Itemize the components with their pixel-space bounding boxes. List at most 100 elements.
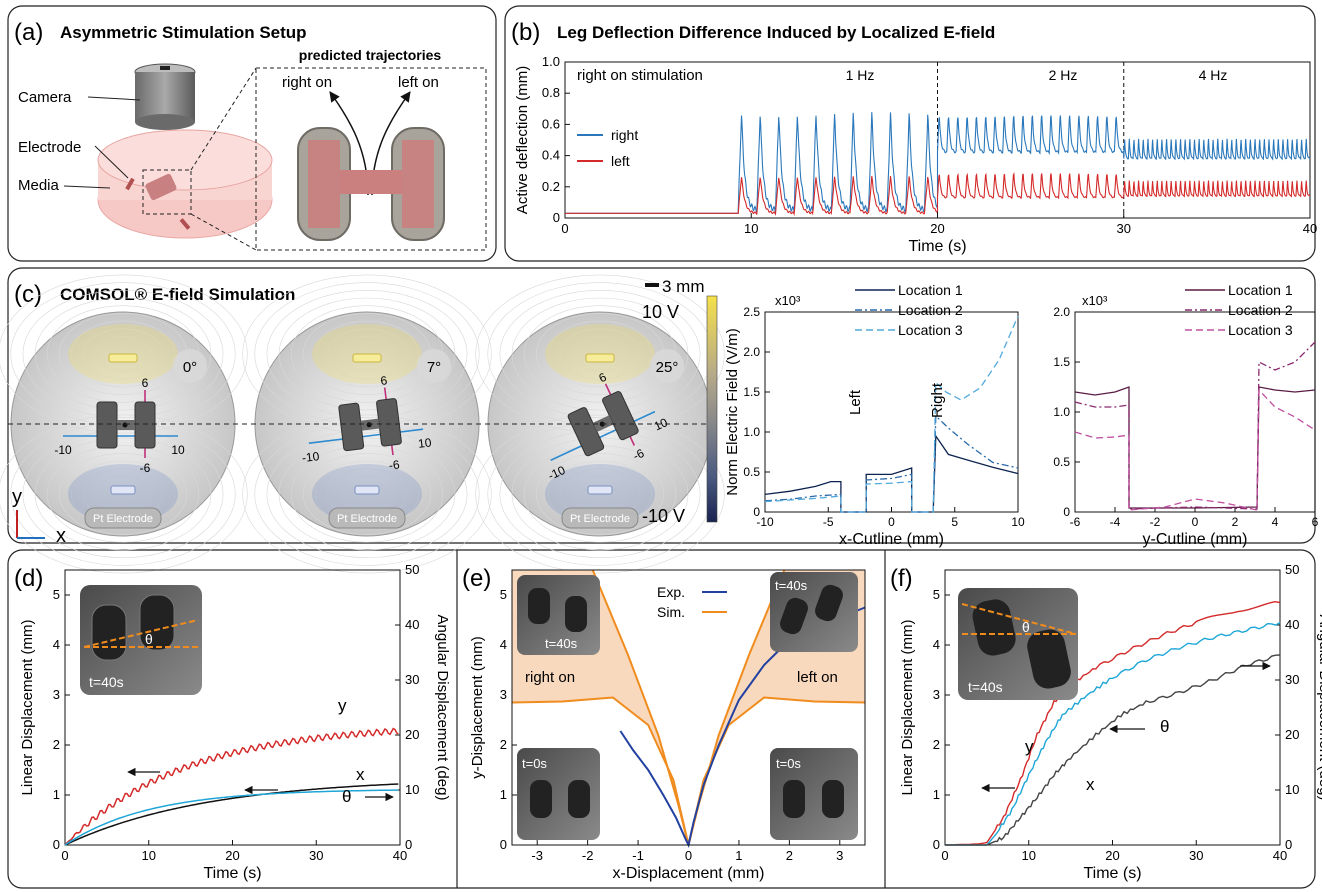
inset-f-theta: θ xyxy=(1022,619,1030,635)
f-xtick-label: 0 xyxy=(941,848,948,863)
c1-ytick-label: 2.5 xyxy=(743,305,760,319)
panel-c: (c) COMSOL® E-field Simulation Pt Electr… xyxy=(0,274,1319,574)
c2-xtick-label: -6 xyxy=(1070,515,1081,529)
panel-d-letter: (d) xyxy=(14,565,43,592)
e-xtick-label: -2 xyxy=(582,848,594,863)
d-curve-label-theta: θ xyxy=(342,787,351,806)
f-y2tick-label: 30 xyxy=(1285,672,1299,687)
zoom-box xyxy=(255,67,487,251)
cutline-pos-tick: 10 xyxy=(171,443,185,457)
angle-label: 7° xyxy=(427,359,441,376)
d-y2tick-label: 20 xyxy=(405,727,419,742)
freq-label-2hz: 2 Hz xyxy=(1049,67,1078,83)
inset-e-topleft-time: t=40s xyxy=(545,636,578,651)
b-ytick-label: 0 xyxy=(553,210,560,225)
c1-xtick-label: -10 xyxy=(756,515,774,529)
d-y2tick-label: 40 xyxy=(405,617,419,632)
f-xtick-label: 10 xyxy=(1022,848,1036,863)
c1-xlabel: x-Cutline (mm) xyxy=(839,531,944,548)
e-ytick-label: 4 xyxy=(500,637,507,652)
e-ylabel: y-Displacement (mm) xyxy=(469,636,486,779)
b-xtick-label: 30 xyxy=(1117,221,1131,236)
chart-b-legend-left: left xyxy=(611,153,630,169)
chart-c2-series-Location-3 xyxy=(1074,388,1316,511)
b-ytick-label: 0.8 xyxy=(542,85,560,100)
b-ytick-label: 1.0 xyxy=(542,54,560,69)
chart-c1-legend-label: Location 3 xyxy=(898,322,963,338)
c2-ytick-label: 2.0 xyxy=(1053,305,1070,319)
field-line xyxy=(278,297,456,411)
top-electrode xyxy=(585,353,615,363)
panel-b: (b) Leg Deflection Difference Induced by… xyxy=(511,19,1317,255)
electrode-label: Pt Electrode xyxy=(93,513,153,525)
e-xtick-label: 3 xyxy=(836,848,843,863)
scale-bar-label: 3 mm xyxy=(662,277,705,296)
c2-xtick-label: 6 xyxy=(1312,515,1319,529)
c1-left-label: Left xyxy=(847,389,864,415)
chart-f-series-θ xyxy=(945,621,1281,846)
b-ytick-label: 0.6 xyxy=(542,116,560,131)
c1-ytick-label: 2.0 xyxy=(743,345,760,359)
chart-b-series-left xyxy=(565,171,1311,217)
d-xtick-label: 0 xyxy=(61,848,68,863)
d-xtick-label: 30 xyxy=(309,848,323,863)
freq-label-1hz: 1 Hz xyxy=(846,67,875,83)
d-ytick-label: 3 xyxy=(53,687,60,702)
e-ytick-label: 1 xyxy=(500,787,507,802)
field-line xyxy=(22,289,224,418)
d-ytick-label: 1 xyxy=(53,787,60,802)
panel-a-title: Asymmetric Stimulation Setup xyxy=(60,23,307,42)
robot-left-leg xyxy=(96,401,118,449)
d-y2tick-label: 50 xyxy=(405,562,419,577)
e-xlabel: x-Displacement (mm) xyxy=(612,865,764,882)
e-xtick-label: 2 xyxy=(786,848,793,863)
electrode-pointer xyxy=(94,145,129,179)
f-ylabel: Linear Displacement (mm) xyxy=(899,620,916,796)
axis-y-label: y xyxy=(12,486,22,508)
c2-plot-frame xyxy=(1074,311,1316,513)
b-xtick-label: 0 xyxy=(561,221,568,236)
field-line xyxy=(339,336,395,372)
cutline-ypos-tick: 6 xyxy=(380,373,389,388)
chart-c1: -10 -5 0 5 10 0 0.5 1.0 1.5 2.0 2.5 x-Cutline (mm) N… xyxy=(724,282,1025,548)
c1-xtick-label: 5 xyxy=(951,515,958,529)
field-line xyxy=(499,289,701,418)
media-label: Media xyxy=(18,177,60,194)
field-line xyxy=(34,437,212,551)
f-y2tick-label: 40 xyxy=(1285,617,1299,632)
colorbar-min-label: -10 V xyxy=(642,506,685,526)
x-cutline xyxy=(308,428,424,445)
cutline-neg-tick: -10 xyxy=(301,449,320,465)
f-ytick-label: 5 xyxy=(933,587,940,602)
e-right-on-label: right on xyxy=(525,669,575,686)
field-line xyxy=(34,297,212,411)
d-xlabel: Time (s) xyxy=(203,865,261,882)
panel-f-letter: (f) xyxy=(890,565,913,592)
chart-c1-series-Location-3 xyxy=(764,315,1019,513)
d-curve-label-y: y xyxy=(338,696,347,715)
f-ytick-label: 2 xyxy=(933,737,940,752)
c1-xtick-label: -5 xyxy=(823,515,834,529)
c1-xtick-label: 0 xyxy=(888,515,895,529)
field-line xyxy=(58,453,188,535)
c2-xtick-label: 2 xyxy=(1232,515,1239,529)
panel-c-title: COMSOL® E-field Simulation xyxy=(60,285,295,304)
chart-d-series-y xyxy=(64,727,399,846)
d-curve-label-x: x xyxy=(356,765,365,784)
c1-plot-frame xyxy=(764,311,1019,513)
zoom-line-bottom xyxy=(190,213,257,251)
top-electrode xyxy=(352,353,382,363)
e-xtick-label: 1 xyxy=(735,848,742,863)
c2-xtick-label: 4 xyxy=(1272,515,1279,529)
chart-c1-series-Location-2 xyxy=(764,414,1019,513)
field-line xyxy=(242,414,492,574)
zoom-box-small xyxy=(142,169,192,215)
right-on-label: right on xyxy=(282,74,332,91)
inset-f-time: t=40s xyxy=(968,679,1003,695)
field-line xyxy=(290,445,444,543)
panel-b-title: Leg Deflection Difference Induced by Loc… xyxy=(557,23,995,42)
d-ytick-label: 5 xyxy=(53,587,60,602)
